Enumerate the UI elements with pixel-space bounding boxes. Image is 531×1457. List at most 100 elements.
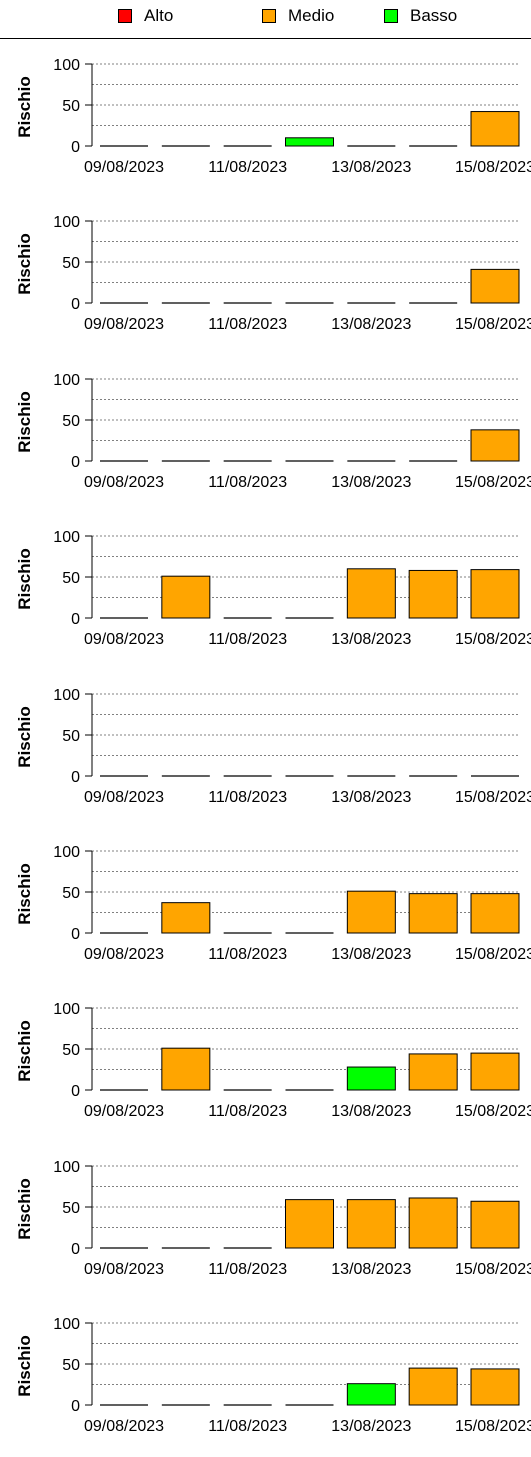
y-tick-label: 0 [71,611,80,628]
x-tick-label: 15/08/2023 [455,316,531,333]
bar [346,568,396,619]
legend-divider [0,38,531,39]
x-tick-label: 15/08/2023 [455,631,531,648]
bar [285,1198,334,1249]
y-tick-label: 100 [53,1159,80,1176]
x-tick-label: 13/08/2023 [331,789,411,806]
legend-item-medio: Medio [262,6,334,26]
legend-item-alto: Alto [118,6,173,26]
y-tick-label: 0 [71,296,80,313]
y-axis-label: Rischio [15,1335,34,1396]
x-tick-label: 13/08/2023 [331,1261,411,1278]
x-tick-label: 13/08/2023 [331,316,411,333]
chart-panel-9: 0 50 100 Rischio 09/08/2023 11/08/2023 13/08/2… [15,1316,531,1435]
x-tick-label: 13/08/2023 [331,1103,411,1120]
x-tick-label: 11/08/2023 [208,789,287,806]
x-tick-label: 09/08/2023 [84,474,164,491]
chart-panel-3: 0 50 100 Rischio 09/08/2023 11/08/2023 13/08/2… [15,372,531,491]
y-tick-label: 100 [53,529,80,546]
chart-panel-1: 0 50 100 Rischio 09/08/2023 11/08/2023 13/08/2… [15,57,531,176]
x-tick-label: 13/08/2023 [331,631,411,648]
bar [470,1052,520,1091]
y-axis-label: Rischio [15,391,34,452]
y-tick-label: 100 [53,372,80,389]
y-tick-label: 50 [62,98,80,115]
x-tick-label: 09/08/2023 [84,159,164,176]
y-tick-label: 100 [53,844,80,861]
y-tick-label: 100 [53,57,80,74]
y-tick-label: 50 [62,728,80,745]
x-tick-label: 11/08/2023 [208,1418,287,1435]
y-tick-label: 50 [62,1357,80,1374]
x-tick-label: 09/08/2023 [84,1418,164,1435]
legend-label-medio: Medio [288,6,335,25]
chart-panel-2: 0 50 100 Rischio 09/08/2023 11/08/2023 13/08/2… [15,214,531,333]
x-tick-label: 11/08/2023 [208,1261,287,1278]
y-tick-label: 50 [62,255,80,272]
y-axis-label: Rischio [15,863,34,924]
y-tick-label: 0 [71,1083,80,1100]
legend-label-alto: Alto [144,6,174,25]
bar [408,1053,458,1091]
y-tick-label: 50 [62,885,80,902]
y-tick-label: 0 [71,454,80,471]
y-axis-label: Rischio [15,1021,34,1082]
chart-panel-5: 0 50 100 Rischio 09/08/2023 11/08/2023 13/08/2… [15,687,531,806]
y-tick-label: 0 [71,1241,80,1258]
x-tick-label: 09/08/2023 [84,1261,164,1278]
y-tick-label: 50 [62,1042,80,1059]
y-tick-label: 50 [62,570,80,587]
bar [161,902,211,934]
legend-swatch-medio [262,9,276,23]
bar [470,269,520,304]
bar [346,1198,396,1249]
bar [408,893,458,934]
x-tick-label: 09/08/2023 [84,631,164,648]
bar [408,570,458,619]
bar [470,1368,520,1406]
bar [346,1066,396,1091]
y-tick-label: 0 [71,139,80,156]
x-tick-label: 11/08/2023 [208,946,287,963]
x-tick-label: 11/08/2023 [208,474,287,491]
legend-swatch-basso [384,9,398,23]
chart-panel-8: 0 50 100 Rischio 09/08/2023 11/08/2023 13/08/2… [15,1159,531,1278]
legend-label-basso: Basso [410,6,458,25]
y-tick-label: 100 [53,687,80,704]
chart-panel-7: 0 50 100 Rischio 09/08/2023 11/08/2023 13/08/2… [15,1001,531,1120]
x-tick-label: 11/08/2023 [208,631,287,648]
bar [470,111,520,147]
bar [470,893,520,934]
y-tick-label: 50 [62,413,80,430]
y-axis-label: Rischio [15,234,34,295]
bar [408,1367,458,1406]
bar [470,1200,520,1249]
bar [346,890,396,934]
y-tick-label: 100 [53,1316,80,1333]
legend-swatch-alto [118,9,132,23]
y-axis-label: Rischio [15,76,34,137]
x-tick-label: 15/08/2023 [455,1103,531,1120]
legend-item-basso: Basso [384,6,457,26]
x-tick-label: 15/08/2023 [455,789,531,806]
y-tick-label: 100 [53,1001,80,1018]
x-tick-label: 13/08/2023 [331,946,411,963]
x-tick-label: 09/08/2023 [84,946,164,963]
x-tick-label: 15/08/2023 [455,946,531,963]
bar [470,569,520,619]
x-tick-label: 13/08/2023 [331,474,411,491]
x-tick-label: 15/08/2023 [455,474,531,491]
y-tick-label: 50 [62,1200,80,1217]
x-tick-label: 13/08/2023 [331,1418,411,1435]
x-tick-label: 09/08/2023 [84,316,164,333]
bar [161,575,211,619]
y-tick-label: 0 [71,926,80,943]
x-tick-label: 15/08/2023 [455,159,531,176]
x-tick-label: 15/08/2023 [455,1261,531,1278]
x-tick-label: 11/08/2023 [208,316,287,333]
y-tick-label: 0 [71,769,80,786]
y-axis-label: Rischio [15,1178,34,1239]
bar [346,1383,396,1406]
bar [408,1197,458,1249]
y-tick-label: 0 [71,1398,80,1415]
